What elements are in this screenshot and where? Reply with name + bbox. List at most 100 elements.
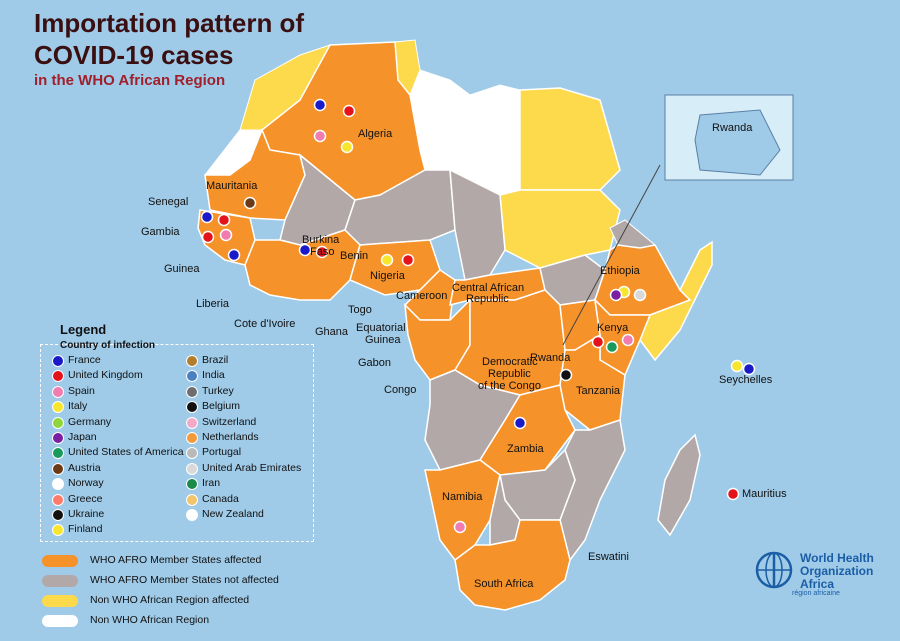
legend-label: United Arab Emirates: [202, 461, 302, 474]
infection-marker: [342, 104, 356, 118]
infection-marker: [227, 248, 241, 262]
legend-box: [40, 344, 314, 542]
infection-marker: [380, 253, 394, 267]
legend-subtitle: Country of infection: [60, 340, 155, 351]
status-swatch-icon: [42, 615, 78, 627]
label-cameroon: Cameroon: [396, 290, 448, 302]
who-tagline: région africaine: [792, 590, 840, 597]
infection-marker: [591, 335, 605, 349]
legend-label: United States of America: [68, 446, 184, 459]
infection-marker: [298, 243, 312, 257]
region-south-africa: [454, 519, 571, 611]
status-label: WHO AFRO Member States not affected: [90, 574, 279, 586]
legend-label: Belgium: [202, 400, 240, 413]
legend-label: Netherlands: [202, 431, 259, 443]
label-rwanda: Rwanda: [530, 352, 571, 364]
legend-swatch-icon: [186, 493, 198, 506]
label-burkina: Burkina: [302, 234, 340, 246]
label-liberia: Liberia: [196, 298, 230, 310]
label-cote-divoire: Cote d'Ivoire: [234, 318, 296, 330]
label-guinea: Guinea: [164, 263, 200, 275]
label-nigeria: Nigeria: [370, 270, 405, 282]
legend-label: Finland: [68, 523, 103, 536]
label-algeria: Algeria: [358, 128, 393, 140]
infection-marker: [200, 210, 214, 224]
legend-swatch-icon: [52, 355, 64, 367]
infection-marker: [633, 288, 647, 302]
legend-label: Austria: [68, 461, 101, 474]
label-gambia: Gambia: [141, 226, 180, 238]
who-line-1: World Health: [800, 551, 874, 565]
infection-marker: [742, 362, 756, 376]
label-mauritius: Mauritius: [742, 488, 787, 500]
label-south-africa: South Africa: [474, 578, 534, 590]
status-label: Non WHO African Region: [90, 614, 210, 626]
region-somalia: [639, 240, 713, 362]
legend-swatch-icon: [186, 462, 198, 475]
title-line-1: Importation pattern of: [34, 8, 305, 38]
infection-marker: [313, 129, 327, 143]
label-drc-1: Democratic: [482, 356, 538, 368]
legend-label: Canada: [202, 492, 239, 505]
infection-marker: [513, 416, 527, 430]
infection-marker: [243, 196, 257, 210]
legend-title: Legend: [60, 322, 107, 337]
legend-swatch-icon: [52, 370, 64, 383]
legend-swatch-icon: [186, 385, 198, 398]
label-car-line1: Central African: [452, 282, 525, 294]
inset-pointer: [562, 164, 661, 346]
legend-swatch-icon: [186, 401, 198, 414]
legend-label: Italy: [68, 400, 88, 413]
legend-label: New Zealand: [202, 508, 264, 520]
legend-label: Ukraine: [68, 508, 105, 520]
marker-layer: [200, 98, 756, 534]
label-kenya: Kenya: [597, 322, 629, 334]
label-drc-3: of the Congo: [478, 380, 541, 392]
label-benin: Benin: [340, 250, 369, 262]
legend-swatch-icon: [52, 432, 64, 444]
label-eq-guinea-1: Equatorial: [356, 322, 406, 334]
legend-swatch-icon: [186, 416, 198, 429]
legend-swatch-icon: [186, 370, 198, 383]
label-tanzania: Tanzania: [576, 385, 621, 397]
legend-swatch-icon: [52, 447, 64, 460]
who-line-2: Organization: [800, 564, 874, 578]
legend-swatch-icon: [186, 432, 198, 444]
status-swatch-icon: [42, 595, 78, 607]
legend-label: Norway: [68, 477, 104, 490]
legend-label: France: [68, 354, 101, 366]
label-congo: Congo: [384, 384, 417, 396]
legend-label: Switzerland: [202, 415, 257, 428]
infection-marker: [201, 230, 215, 244]
legend-label: India: [202, 369, 225, 382]
label-zambia: Zambia: [507, 443, 544, 455]
label-eswatini: Eswatini: [588, 551, 629, 563]
legend-swatch-icon: [52, 524, 64, 537]
legend-swatch-icon: [52, 416, 64, 429]
infection-marker: [726, 487, 740, 501]
legend-swatch-icon: [186, 478, 198, 491]
subtitle: in the WHO African Region: [34, 72, 226, 89]
label-namibia: Namibia: [442, 491, 483, 503]
who-logo: World Health Organization Africa région …: [752, 548, 882, 598]
legend-label: Spain: [68, 384, 95, 397]
region-madagascar: [657, 433, 701, 537]
legend-label: Portugal: [202, 446, 242, 459]
status-label: Non WHO African Region affected: [90, 594, 250, 606]
status-swatch-icon: [42, 575, 78, 587]
who-emblem-icon: [755, 551, 793, 589]
infection-marker: [453, 520, 467, 534]
legend-label: Greece: [68, 492, 103, 505]
infection-marker: [340, 140, 354, 154]
label-togo: Togo: [348, 304, 372, 316]
legend-swatch-icon: [52, 509, 64, 521]
infection-marker: [559, 368, 573, 382]
label-mauritania: Mauritania: [206, 180, 258, 192]
rwanda-inset-shape: [694, 109, 781, 176]
who-line-3: Africa: [800, 577, 835, 591]
label-eq-guinea-2: Guinea: [365, 334, 401, 346]
infection-marker: [609, 288, 623, 302]
infection-marker: [217, 213, 231, 227]
